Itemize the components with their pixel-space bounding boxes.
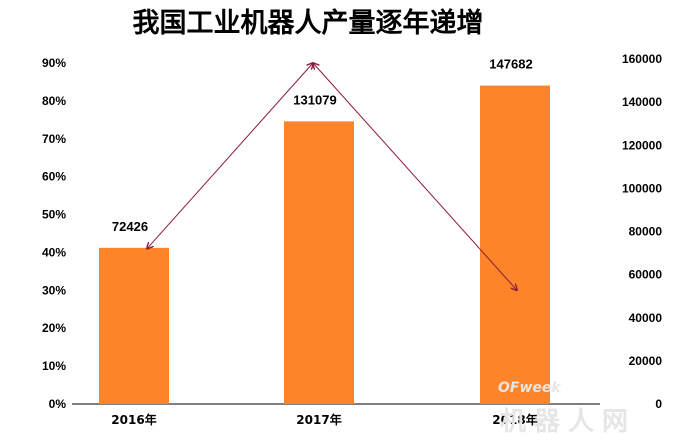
right-tick-label: 140000 <box>622 95 662 109</box>
category-label: 2016年 <box>111 412 156 427</box>
right-tick-label: 120000 <box>622 138 662 152</box>
bar-series <box>99 85 550 405</box>
growth-line-segment <box>147 63 313 249</box>
left-tick-label: 60% <box>42 170 66 184</box>
left-axis: 0% 10% 20% 30% 40% 50% 60% 70% 80% 90% <box>42 56 66 411</box>
right-tick-label: 100000 <box>622 181 662 195</box>
right-tick-label: 40000 <box>629 311 663 325</box>
left-tick-label: 80% <box>42 94 66 108</box>
right-tick-label: 60000 <box>629 268 663 282</box>
category-label: 2017年 <box>296 412 341 427</box>
data-label: 72426 <box>112 219 148 234</box>
watermark-logo: OFweek <box>498 380 562 396</box>
right-tick-label: 80000 <box>629 225 663 239</box>
left-tick-label: 50% <box>42 208 66 222</box>
right-tick-label: 0 <box>655 397 662 411</box>
watermark-text: 机器人网 <box>500 407 636 437</box>
data-label: 131079 <box>293 92 336 107</box>
growth-line <box>147 63 517 290</box>
growth-line-segment <box>313 63 517 290</box>
right-axis: 0 20000 40000 60000 80000 100000 120000 140000 1… <box>622 52 662 411</box>
bar-2 <box>284 121 354 405</box>
category-label: 2018年 <box>492 412 537 427</box>
data-label: 147682 <box>489 57 532 72</box>
bar-1 <box>99 247 169 404</box>
left-tick-label: 30% <box>42 283 66 297</box>
left-tick-label: 10% <box>42 359 66 373</box>
left-tick-label: 0% <box>49 397 67 411</box>
right-tick-label: 160000 <box>622 52 662 66</box>
left-tick-label: 70% <box>42 132 66 146</box>
left-tick-label: 40% <box>42 245 66 259</box>
bar-3 <box>480 85 550 405</box>
right-tick-label: 20000 <box>629 354 663 368</box>
left-tick-label: 20% <box>42 321 66 335</box>
chart-title: 我国工业机器人产量逐年递增 <box>133 7 484 39</box>
left-tick-label: 90% <box>42 56 66 70</box>
category-labels: 2016年 2017年 2018年 <box>111 412 537 427</box>
watermark: OFweek 机器人网 <box>498 380 636 437</box>
